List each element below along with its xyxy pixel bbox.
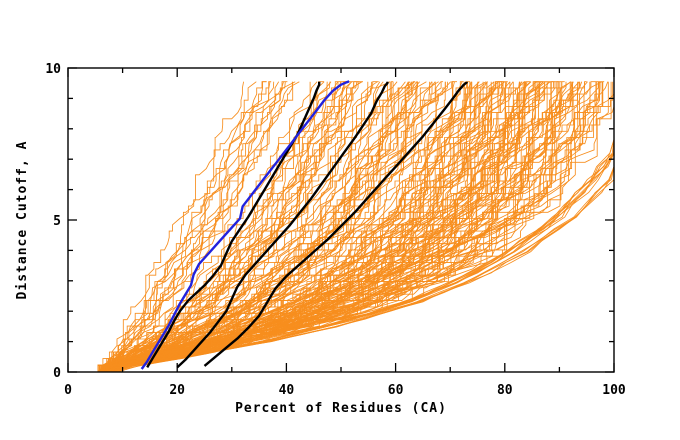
x-tick-label: 0 [64, 383, 72, 398]
background-curve [108, 81, 604, 372]
background-curve [106, 81, 267, 372]
background-curve [106, 81, 522, 372]
background-curve [107, 81, 398, 372]
background-curve [105, 81, 363, 372]
x-axis-title: Percent of Residues (CA) [235, 401, 447, 416]
background-curve [97, 81, 499, 372]
background-curve [114, 81, 572, 372]
background-curve [105, 81, 339, 372]
background-curve [113, 81, 554, 372]
background-curve [105, 81, 271, 372]
series-reference-model-1 [146, 81, 321, 369]
y-tick-label: 10 [45, 62, 61, 77]
background-curve-outlier [106, 81, 614, 372]
background-curve [101, 81, 602, 372]
background-curve [97, 81, 359, 372]
background-curve [113, 81, 511, 372]
background-curve [101, 81, 245, 372]
x-tick-label: 80 [497, 383, 513, 398]
background-curve [100, 81, 354, 372]
background-curve [108, 81, 257, 372]
x-axis-ticks [67, 68, 615, 372]
x-axis-tick-labels: 0 20 40 60 80 100 [64, 383, 626, 398]
background-curve [103, 81, 384, 372]
background-curve [112, 81, 542, 372]
x-tick-label: 20 [169, 383, 185, 398]
background-curve [103, 81, 294, 372]
series-target-model [140, 80, 350, 370]
background-curve-bundle [97, 81, 614, 372]
y-axis-title: Distance Cutoff, A [15, 141, 30, 300]
background-curve-outlier [108, 81, 614, 372]
background-curve [97, 81, 544, 372]
y-axis-tick-labels: 0 5 10 [45, 62, 61, 381]
background-curve [116, 81, 563, 372]
background-curve [97, 81, 597, 372]
background-curve [97, 81, 410, 372]
x-tick-label: 40 [279, 383, 295, 398]
background-curve [107, 81, 587, 372]
y-axis-ticks [68, 67, 614, 373]
background-curve [115, 81, 484, 372]
background-curve [103, 81, 272, 372]
x-tick-label: 100 [602, 383, 626, 398]
y-tick-label: 5 [53, 214, 61, 229]
background-curve-outlier [108, 81, 614, 372]
highlight-curve-group [140, 80, 468, 370]
background-curve [104, 81, 286, 372]
background-curve [97, 81, 488, 372]
background-curve [101, 81, 583, 372]
background-curve [105, 81, 353, 372]
series-reference-model-3 [203, 81, 468, 367]
background-curve [105, 81, 284, 372]
background-curve [108, 81, 446, 372]
background-curve [97, 81, 457, 372]
background-curve [107, 81, 444, 372]
background-curve [107, 81, 311, 372]
x-tick-label: 60 [388, 383, 404, 398]
background-curve [113, 81, 346, 372]
background-curve [111, 81, 342, 372]
background-curve [111, 81, 455, 372]
background-curve [108, 81, 580, 372]
series-reference-model-2 [176, 81, 389, 369]
y-tick-label: 0 [53, 366, 61, 381]
